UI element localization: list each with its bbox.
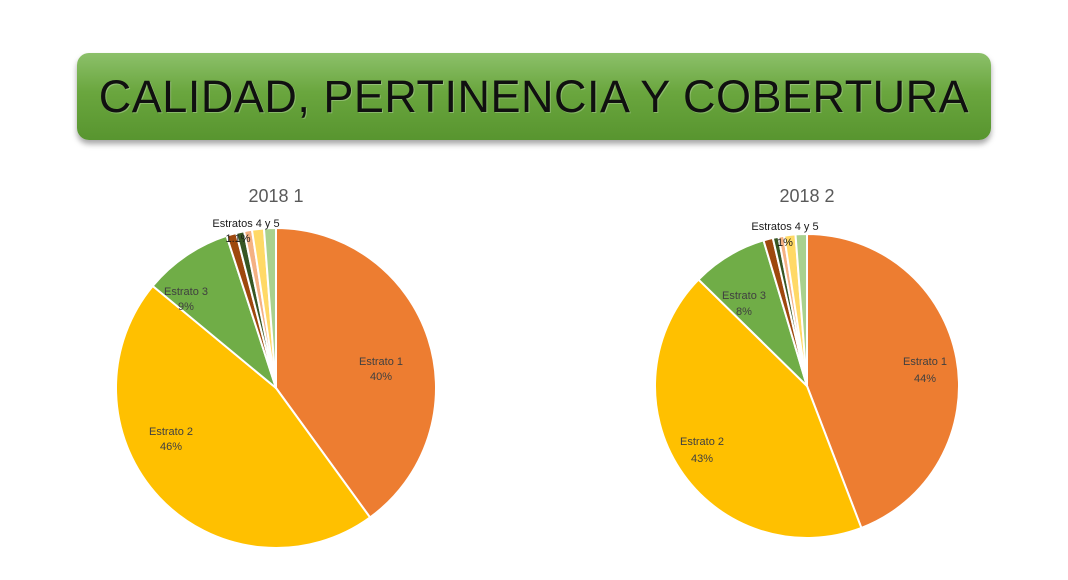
slice-name-label: Estrato 1 (903, 356, 947, 368)
pie-chart-2018-1: 2018 1 Estrato 1 40% Estrato 2 46% Estrato 3 9… (96, 180, 456, 570)
pie-slice-estratos-4-y-5 (794, 233, 808, 387)
pie-slice-estratos-4-y-5 (262, 226, 277, 389)
chart-title: 2018 2 (779, 186, 834, 206)
slice-value-label: 9% (178, 301, 194, 313)
slice-name-label: Estrato 1 (359, 356, 403, 368)
slice-name-label: Estratos 4 y 5 (751, 221, 818, 233)
slice-value-label: 1% (777, 237, 793, 249)
page-title: CALIDAD, PERTINENCIA Y COBERTURA (98, 70, 970, 122)
slice-name-label: Estratos 4 y 5 (212, 218, 279, 230)
slice-name-label: Estrato 3 (164, 286, 208, 298)
pie-chart-svg: 2018 1 Estrato 1 40% Estrato 2 46% Estrato 3 9… (115, 186, 437, 549)
slice-value-label: 46% (160, 441, 182, 453)
pie-slice-estrato-1 (806, 233, 960, 529)
pie-slice-estrato-2 (654, 278, 863, 539)
pie-slice-estrato-1 (275, 227, 437, 519)
chart-title: 2018 1 (248, 186, 303, 206)
slice-name-label: Estrato 2 (149, 426, 193, 438)
slice-value-label: 40% (370, 371, 392, 383)
title-banner: CALIDAD, PERTINENCIA Y COBERTURA (77, 53, 991, 140)
slice-name-label: Estrato 3 (722, 290, 766, 302)
slice-value-label: 43% (691, 453, 713, 465)
pie-chart-2018-2: 2018 2 Estrato 1 44% Estrato 2 43% Estrato 3 8… (627, 180, 987, 570)
slice-value-label: 44% (914, 373, 936, 385)
pie-chart-svg: 2018 2 Estrato 1 44% Estrato 2 43% Estrato 3 8… (654, 186, 960, 539)
slice-value-label: 8% (736, 306, 752, 318)
slice-name-label: Estrato 2 (680, 436, 724, 448)
pie-slice-estrato-2 (115, 285, 372, 549)
slice-value-label: 1.1% (225, 233, 250, 245)
pie-slice-estrato-3 (151, 234, 277, 389)
